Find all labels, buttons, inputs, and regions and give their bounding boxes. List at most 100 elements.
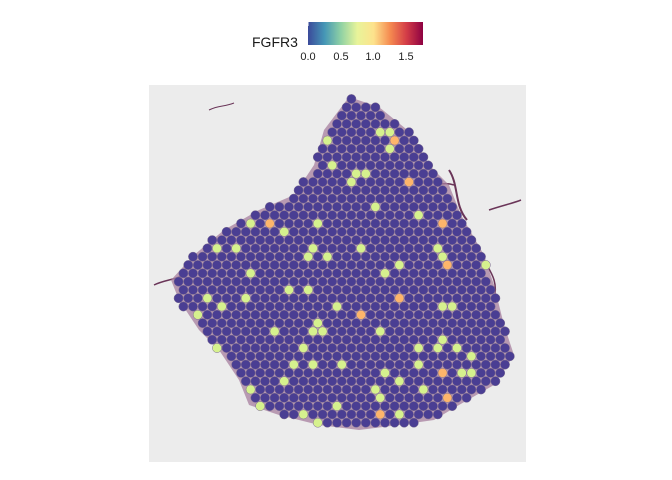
- spot: [423, 276, 434, 287]
- spot: [375, 260, 386, 270]
- spot: [207, 318, 218, 328]
- spot: [269, 243, 280, 254]
- spot: [346, 177, 357, 187]
- spot: [231, 309, 242, 320]
- spot: [375, 177, 386, 187]
- spot: [428, 334, 438, 345]
- spot: [394, 260, 405, 270]
- spot: [308, 226, 318, 237]
- spot: [336, 160, 347, 171]
- spot: [288, 309, 299, 320]
- spot: [442, 392, 453, 403]
- spot: [456, 301, 467, 312]
- spot: [380, 368, 390, 378]
- spot: [231, 343, 242, 353]
- spot: [236, 334, 246, 345]
- spot: [346, 409, 357, 420]
- spot: [408, 351, 419, 362]
- spot: [432, 309, 443, 320]
- spot: [346, 343, 357, 353]
- spot: [399, 202, 410, 212]
- spot: [240, 309, 251, 320]
- spot: [308, 260, 318, 270]
- spot: [303, 368, 314, 378]
- tick-label-3: 1.5: [398, 51, 414, 63]
- spot: [327, 160, 338, 171]
- spot: [274, 351, 285, 362]
- spot: [240, 343, 251, 353]
- spot: [327, 359, 338, 370]
- spot: [336, 243, 347, 254]
- spot: [298, 326, 309, 337]
- spot: [341, 202, 352, 212]
- spot: [279, 243, 290, 254]
- spot: [212, 276, 222, 287]
- spot: [428, 351, 438, 362]
- spot: [303, 301, 314, 312]
- spot: [264, 401, 275, 411]
- spot: [341, 334, 352, 345]
- spot: [404, 343, 414, 353]
- spot: [202, 293, 213, 304]
- spot: [303, 285, 314, 295]
- spot: [351, 334, 362, 345]
- spot: [356, 326, 366, 337]
- spot: [476, 251, 486, 262]
- spot: [380, 268, 390, 279]
- spot: [255, 235, 266, 245]
- spot: [226, 285, 237, 295]
- spot: [264, 351, 275, 362]
- spot: [408, 384, 419, 395]
- spot: [423, 226, 434, 237]
- spot: [264, 235, 275, 245]
- colorbar-gradient: [308, 22, 423, 45]
- spot: [312, 417, 323, 428]
- spot: [269, 276, 280, 287]
- spot: [384, 243, 395, 254]
- spot: [250, 260, 261, 270]
- spot: [293, 334, 304, 345]
- spot: [264, 202, 275, 212]
- spot: [260, 359, 270, 370]
- spot: [437, 368, 448, 378]
- spot: [452, 226, 462, 237]
- spot: [250, 376, 261, 387]
- spot: [308, 309, 318, 320]
- spot: [399, 301, 410, 312]
- spot: [437, 351, 448, 362]
- spot: [384, 276, 395, 287]
- spot: [360, 102, 371, 113]
- spot: [192, 276, 203, 287]
- spot: [365, 210, 376, 221]
- spot: [327, 210, 338, 221]
- spot: [293, 268, 304, 279]
- spot: [408, 285, 419, 295]
- spot: [456, 268, 467, 279]
- spot: [360, 384, 371, 395]
- spot: [341, 384, 352, 395]
- spot: [245, 301, 256, 312]
- spot: [279, 326, 290, 337]
- spot: [399, 318, 410, 328]
- spot: [447, 401, 458, 411]
- spot: [404, 359, 414, 370]
- spot: [375, 392, 386, 403]
- spot: [260, 210, 270, 221]
- spot: [332, 334, 342, 345]
- spot: [312, 235, 323, 245]
- spot: [404, 309, 414, 320]
- spot: [442, 343, 453, 353]
- spot: [461, 359, 472, 370]
- spot: [447, 235, 458, 245]
- spot: [428, 318, 438, 328]
- spot: [322, 268, 333, 279]
- spot: [351, 152, 362, 162]
- spot: [447, 202, 458, 212]
- spot: [264, 285, 275, 295]
- spot: [341, 168, 352, 179]
- spot: [356, 160, 366, 171]
- spot: [356, 276, 366, 287]
- spot: [495, 368, 506, 378]
- spot: [375, 293, 386, 304]
- spot: [279, 260, 290, 270]
